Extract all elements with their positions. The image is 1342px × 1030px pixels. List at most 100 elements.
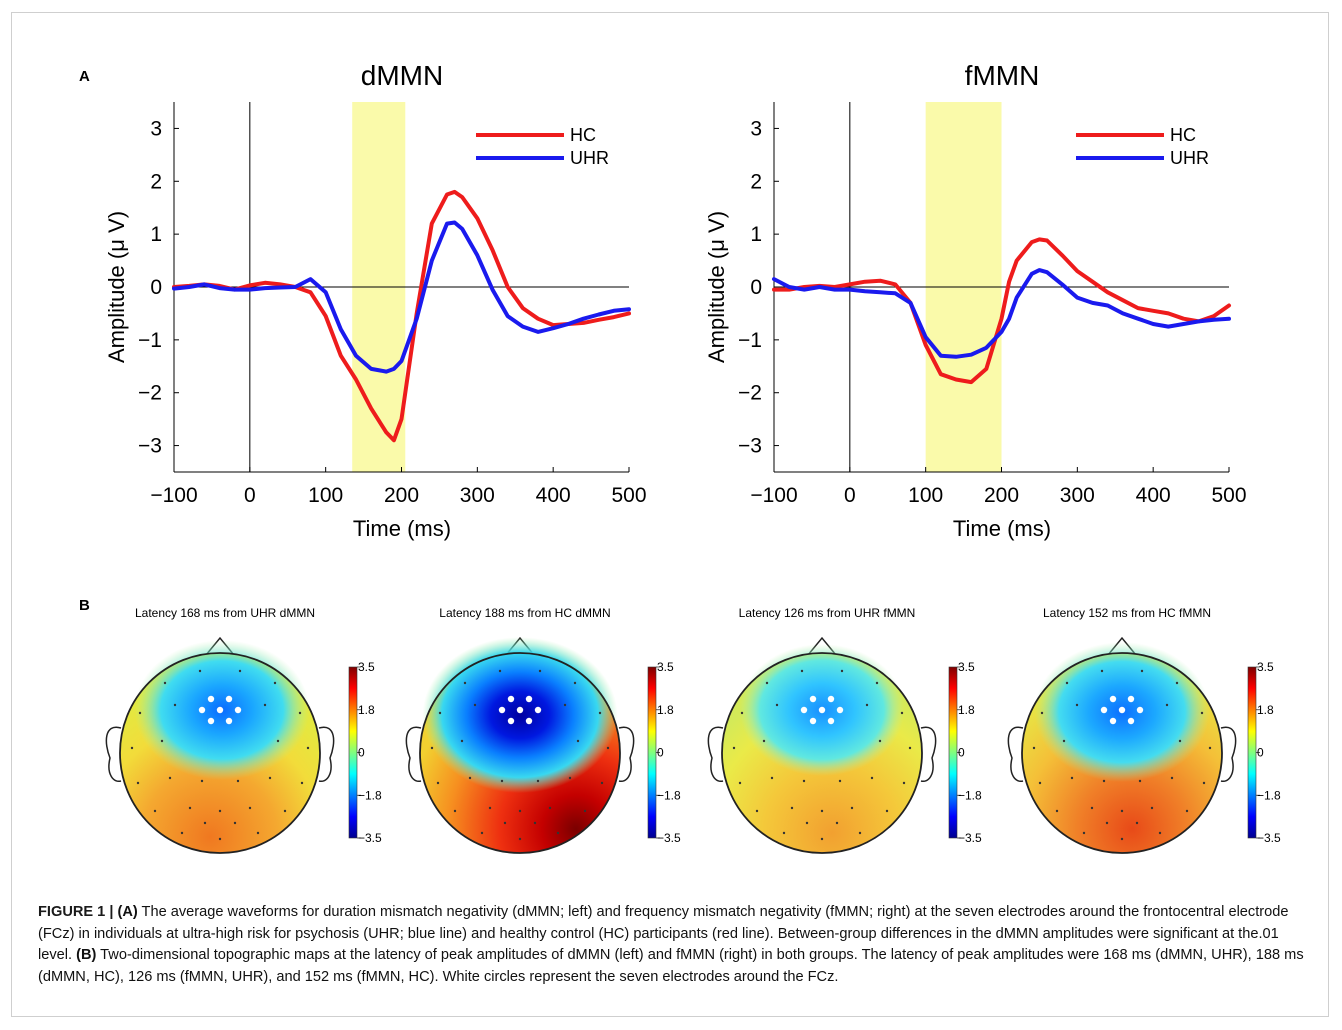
sensor-dot [276, 739, 280, 743]
sensor-dot [1105, 821, 1109, 825]
sensor-dot [606, 746, 610, 750]
colorbar-tick-label: 1.8 [1257, 703, 1274, 717]
colorbar [1247, 666, 1257, 839]
fcz-electrode-marker [207, 717, 215, 725]
sensor-dot [850, 806, 854, 810]
fcz-electrode-marker [507, 717, 515, 725]
panel-b-label: B [79, 597, 90, 614]
sensor-dot [556, 831, 560, 835]
x-tick-label: 400 [536, 484, 571, 507]
sensor-dot [885, 809, 889, 813]
topomap-1: Latency 168 ms from UHR dMMN 3.5 1.8 0 −1.8 −… [105, 606, 382, 854]
colorbar-tick-label: 0 [1257, 746, 1264, 760]
caption-part-b-tag: (B) [76, 947, 97, 963]
y-tick-label: −1 [738, 329, 762, 352]
fcz-electrode-marker [1127, 717, 1135, 725]
sensor-dot [256, 831, 260, 835]
fcz-electrode-marker [809, 695, 817, 703]
sensor-dot [1038, 781, 1042, 785]
sensor-dot [488, 806, 492, 810]
x-tick-label: 200 [984, 484, 1019, 507]
sensor-dot [153, 809, 157, 813]
sensor-dot [573, 681, 577, 685]
sensor-dot [473, 703, 477, 707]
y-tick-label: 1 [750, 223, 762, 246]
sensor-dot [238, 669, 242, 673]
sensor-dot [233, 821, 237, 825]
sensor-dot [732, 746, 736, 750]
x-tick-label: 100 [308, 484, 343, 507]
sensor-dot [1100, 669, 1104, 673]
fcz-electrode-marker [1100, 706, 1108, 714]
head-outline [119, 652, 321, 854]
fcz-electrode-marker [225, 695, 233, 703]
fcz-electrode-marker [516, 706, 524, 714]
colorbar-tick-label: 0 [657, 746, 664, 760]
sensor-dot [200, 779, 204, 783]
fcz-electrode-marker [216, 706, 224, 714]
figure-caption: FIGURE 1 | (A) The average waveforms for… [38, 902, 1306, 988]
y-tick-label: 0 [150, 276, 162, 299]
colorbar-tick-label: 1.8 [358, 703, 375, 717]
series-line-uhr [172, 220, 631, 374]
legend-label-uhr: UHR [570, 148, 609, 168]
sensor-dot [1150, 806, 1154, 810]
sensor-dot [755, 809, 759, 813]
head-outline [419, 652, 621, 854]
x-tick-label: 300 [460, 484, 495, 507]
fcz-electrode-marker [1109, 695, 1117, 703]
y-tick-label: 1 [150, 223, 162, 246]
sensor-dot [203, 821, 207, 825]
sensor-dot [236, 779, 240, 783]
x-tick-label: 200 [384, 484, 419, 507]
x-tick-label: 0 [844, 484, 856, 507]
sensor-dot [188, 806, 192, 810]
fcz-electrode-marker [836, 706, 844, 714]
sensor-dot [300, 781, 304, 785]
fcz-electrode-marker [1109, 717, 1117, 725]
sensor-dot [802, 779, 806, 783]
fcz-electrode-marker [1127, 695, 1135, 703]
sensor-dot [1170, 776, 1174, 780]
fcz-electrode-marker [225, 717, 233, 725]
fcz-electrode-marker [507, 695, 515, 703]
sensor-dot [1055, 809, 1059, 813]
fcz-electrode-marker [207, 695, 215, 703]
topomap-title: Latency 152 ms from HC fMMN [1043, 606, 1211, 620]
sensor-dot [548, 806, 552, 810]
caption-part-b-text: Two-dimensional topographic maps at the … [38, 947, 1304, 985]
legend-label-hc: HC [570, 125, 596, 145]
topomap-3: Latency 126 ms from UHR fMMN 3.5 1.8 0 −1.8 −… [707, 606, 982, 854]
fcz-electrode-marker [198, 706, 206, 714]
topomap-title: Latency 168 ms from UHR dMMN [135, 606, 315, 620]
sensor-dot [218, 837, 222, 841]
y-tick-label: −2 [138, 382, 162, 405]
right-ear-outline [618, 726, 635, 783]
colorbar [948, 666, 958, 839]
sensor-dot [600, 781, 604, 785]
colorbar-tick-label: −1.8 [358, 788, 382, 802]
x-tick-label: −100 [150, 484, 197, 507]
head-outline [1021, 652, 1223, 854]
head-outline [721, 652, 923, 854]
fcz-electrode-marker [827, 695, 835, 703]
sensor-dot [1090, 806, 1094, 810]
sensor-dot [248, 806, 252, 810]
legend-label-uhr: UHR [1170, 148, 1209, 168]
x-tick-label: 100 [908, 484, 943, 507]
sensor-dot [538, 669, 542, 673]
sensor-dot [738, 781, 742, 785]
caption-part-a-tag: (A) [117, 904, 138, 920]
sensor-dot [598, 711, 602, 715]
y-tick-label: 3 [150, 117, 162, 140]
sensor-dot [1200, 711, 1204, 715]
right-ear-outline [1220, 726, 1237, 783]
y-tick-label: −2 [738, 382, 762, 405]
sensor-dot [1062, 739, 1066, 743]
y-tick-label: 2 [750, 170, 762, 193]
sensor-dot [273, 681, 277, 685]
sensor-dot [1120, 809, 1124, 813]
sensor-dot [518, 837, 522, 841]
sensor-dot [218, 809, 222, 813]
colorbar [348, 666, 358, 839]
